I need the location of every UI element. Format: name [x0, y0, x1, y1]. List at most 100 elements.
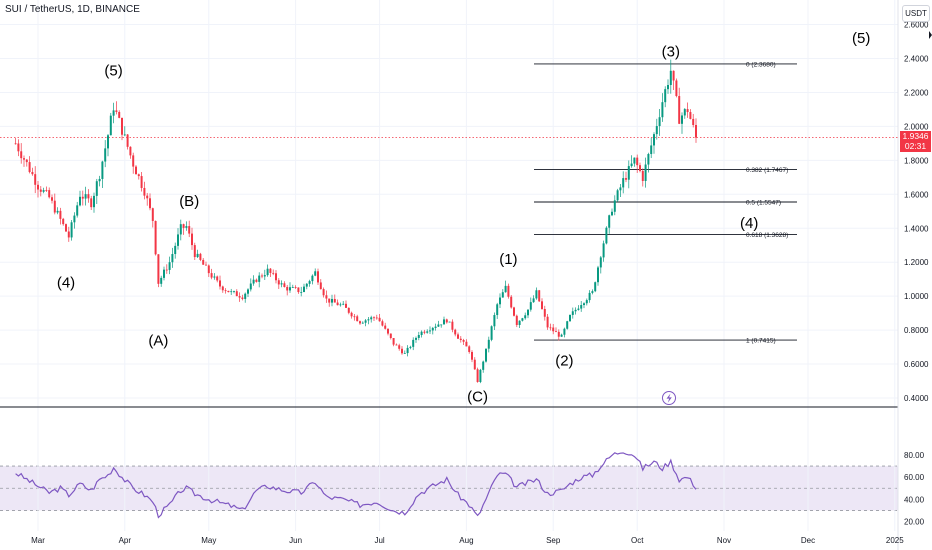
candle-body[interactable]: [300, 291, 303, 293]
scroll-right-icon[interactable]: [929, 31, 932, 39]
candle-body[interactable]: [84, 194, 87, 199]
candle-body[interactable]: [490, 326, 493, 340]
candle-body[interactable]: [224, 290, 227, 292]
candle-body[interactable]: [101, 161, 104, 179]
candle-body[interactable]: [515, 315, 518, 325]
candle-body[interactable]: [532, 298, 535, 303]
candle-body[interactable]: [681, 115, 683, 124]
candle-body[interactable]: [188, 226, 191, 234]
candle-body[interactable]: [389, 333, 392, 339]
candle-body[interactable]: [146, 195, 149, 199]
candle-body[interactable]: [121, 117, 123, 135]
candle-body[interactable]: [48, 190, 51, 198]
candle-body[interactable]: [521, 318, 524, 321]
candle-body[interactable]: [415, 337, 417, 340]
candle-body[interactable]: [602, 243, 605, 258]
candle-body[interactable]: [510, 296, 513, 308]
candle-body[interactable]: [345, 303, 347, 308]
candle-body[interactable]: [409, 346, 412, 348]
candle-body[interactable]: [361, 322, 364, 324]
candle-body[interactable]: [373, 317, 375, 319]
candle-body[interactable]: [238, 296, 241, 298]
candle-body[interactable]: [87, 194, 90, 199]
candle-body[interactable]: [566, 321, 569, 329]
candle-body[interactable]: [507, 285, 510, 297]
candle-body[interactable]: [336, 302, 339, 306]
candle-body[interactable]: [583, 303, 585, 306]
candle-body[interactable]: [151, 208, 154, 221]
time-axis[interactable]: Mar Apr May Jun Jul Aug Sep Oct Nov Dec 2025: [31, 536, 904, 545]
candle-body[interactable]: [291, 287, 294, 288]
candle-body[interactable]: [317, 271, 319, 283]
fib-retracement[interactable]: 0 (2.3680) 0.382 (1.7467) 0.5 (1.5547) 0.61…: [534, 61, 797, 345]
candle-body[interactable]: [552, 327, 555, 332]
candle-body[interactable]: [123, 134, 126, 136]
candle-body[interactable]: [314, 271, 317, 276]
wave-label[interactable]: (B): [179, 193, 199, 210]
candle-body[interactable]: [62, 218, 65, 225]
candle-body[interactable]: [160, 277, 163, 284]
currency-button[interactable]: USDT: [902, 5, 930, 22]
candle-body[interactable]: [613, 200, 616, 212]
candle-body[interactable]: [56, 210, 59, 213]
rsi-axis[interactable]: 20.00 40.00 60.00 80.00: [904, 451, 925, 527]
candle-body[interactable]: [356, 316, 359, 322]
wave-label[interactable]: (4): [57, 275, 75, 292]
rsi-line[interactable]: [15, 452, 697, 519]
candle-body[interactable]: [31, 172, 34, 175]
candle-body[interactable]: [647, 154, 650, 165]
candle-body[interactable]: [644, 164, 647, 181]
candle-body[interactable]: [406, 347, 409, 354]
candle-body[interactable]: [137, 174, 140, 177]
candle-body[interactable]: [235, 291, 238, 297]
candle-body[interactable]: [650, 145, 653, 155]
candle-body[interactable]: [473, 359, 476, 370]
candle-body[interactable]: [378, 317, 381, 322]
wave-label[interactable]: (C): [467, 388, 488, 405]
candle-body[interactable]: [311, 275, 314, 282]
candle-body[interactable]: [328, 298, 331, 303]
candle-body[interactable]: [403, 353, 406, 354]
candle-body[interactable]: [193, 245, 196, 258]
wave-label[interactable]: (3): [662, 44, 680, 61]
candle-body[interactable]: [294, 287, 297, 288]
candle-body[interactable]: [417, 335, 420, 338]
candle-body[interactable]: [70, 222, 73, 238]
candle-body[interactable]: [149, 198, 151, 209]
wave-label[interactable]: (4): [740, 215, 758, 232]
candle-body[interactable]: [308, 281, 311, 284]
candle-body[interactable]: [132, 155, 135, 167]
candle-body[interactable]: [448, 321, 451, 323]
candle-body[interactable]: [174, 245, 177, 255]
candle-body[interactable]: [129, 146, 132, 156]
candle-body[interactable]: [118, 111, 121, 118]
candle-body[interactable]: [275, 273, 277, 281]
candle-body[interactable]: [67, 231, 70, 238]
candle-body[interactable]: [563, 328, 566, 335]
candle-body[interactable]: [655, 126, 658, 135]
wave-label[interactable]: (1): [499, 251, 517, 268]
candle-body[interactable]: [443, 319, 445, 325]
wave-labels[interactable]: (5) (4) (B) (A) (C) (1) (2) (3) (4) (5): [57, 30, 871, 405]
candle-body[interactable]: [504, 285, 507, 293]
candle-body[interactable]: [216, 276, 219, 281]
candle-body[interactable]: [39, 189, 42, 192]
candle-body[interactable]: [429, 330, 431, 332]
candle-body[interactable]: [95, 181, 98, 196]
candle-body[interactable]: [199, 253, 202, 260]
candle-body[interactable]: [157, 254, 160, 284]
candle-body[interactable]: [42, 190, 45, 192]
candle-body[interactable]: [143, 187, 146, 196]
candle-body[interactable]: [247, 289, 249, 294]
candle-body[interactable]: [664, 89, 667, 103]
candle-body[interactable]: [272, 272, 275, 274]
candle-body[interactable]: [625, 178, 627, 180]
candle-body[interactable]: [465, 341, 468, 347]
candle-body[interactable]: [496, 304, 499, 316]
candle-body[interactable]: [177, 234, 179, 246]
candle-body[interactable]: [303, 286, 305, 292]
candle-body[interactable]: [658, 117, 661, 127]
candle-body[interactable]: [65, 224, 67, 232]
candle-body[interactable]: [45, 190, 48, 191]
wave-label[interactable]: (A): [148, 332, 168, 349]
